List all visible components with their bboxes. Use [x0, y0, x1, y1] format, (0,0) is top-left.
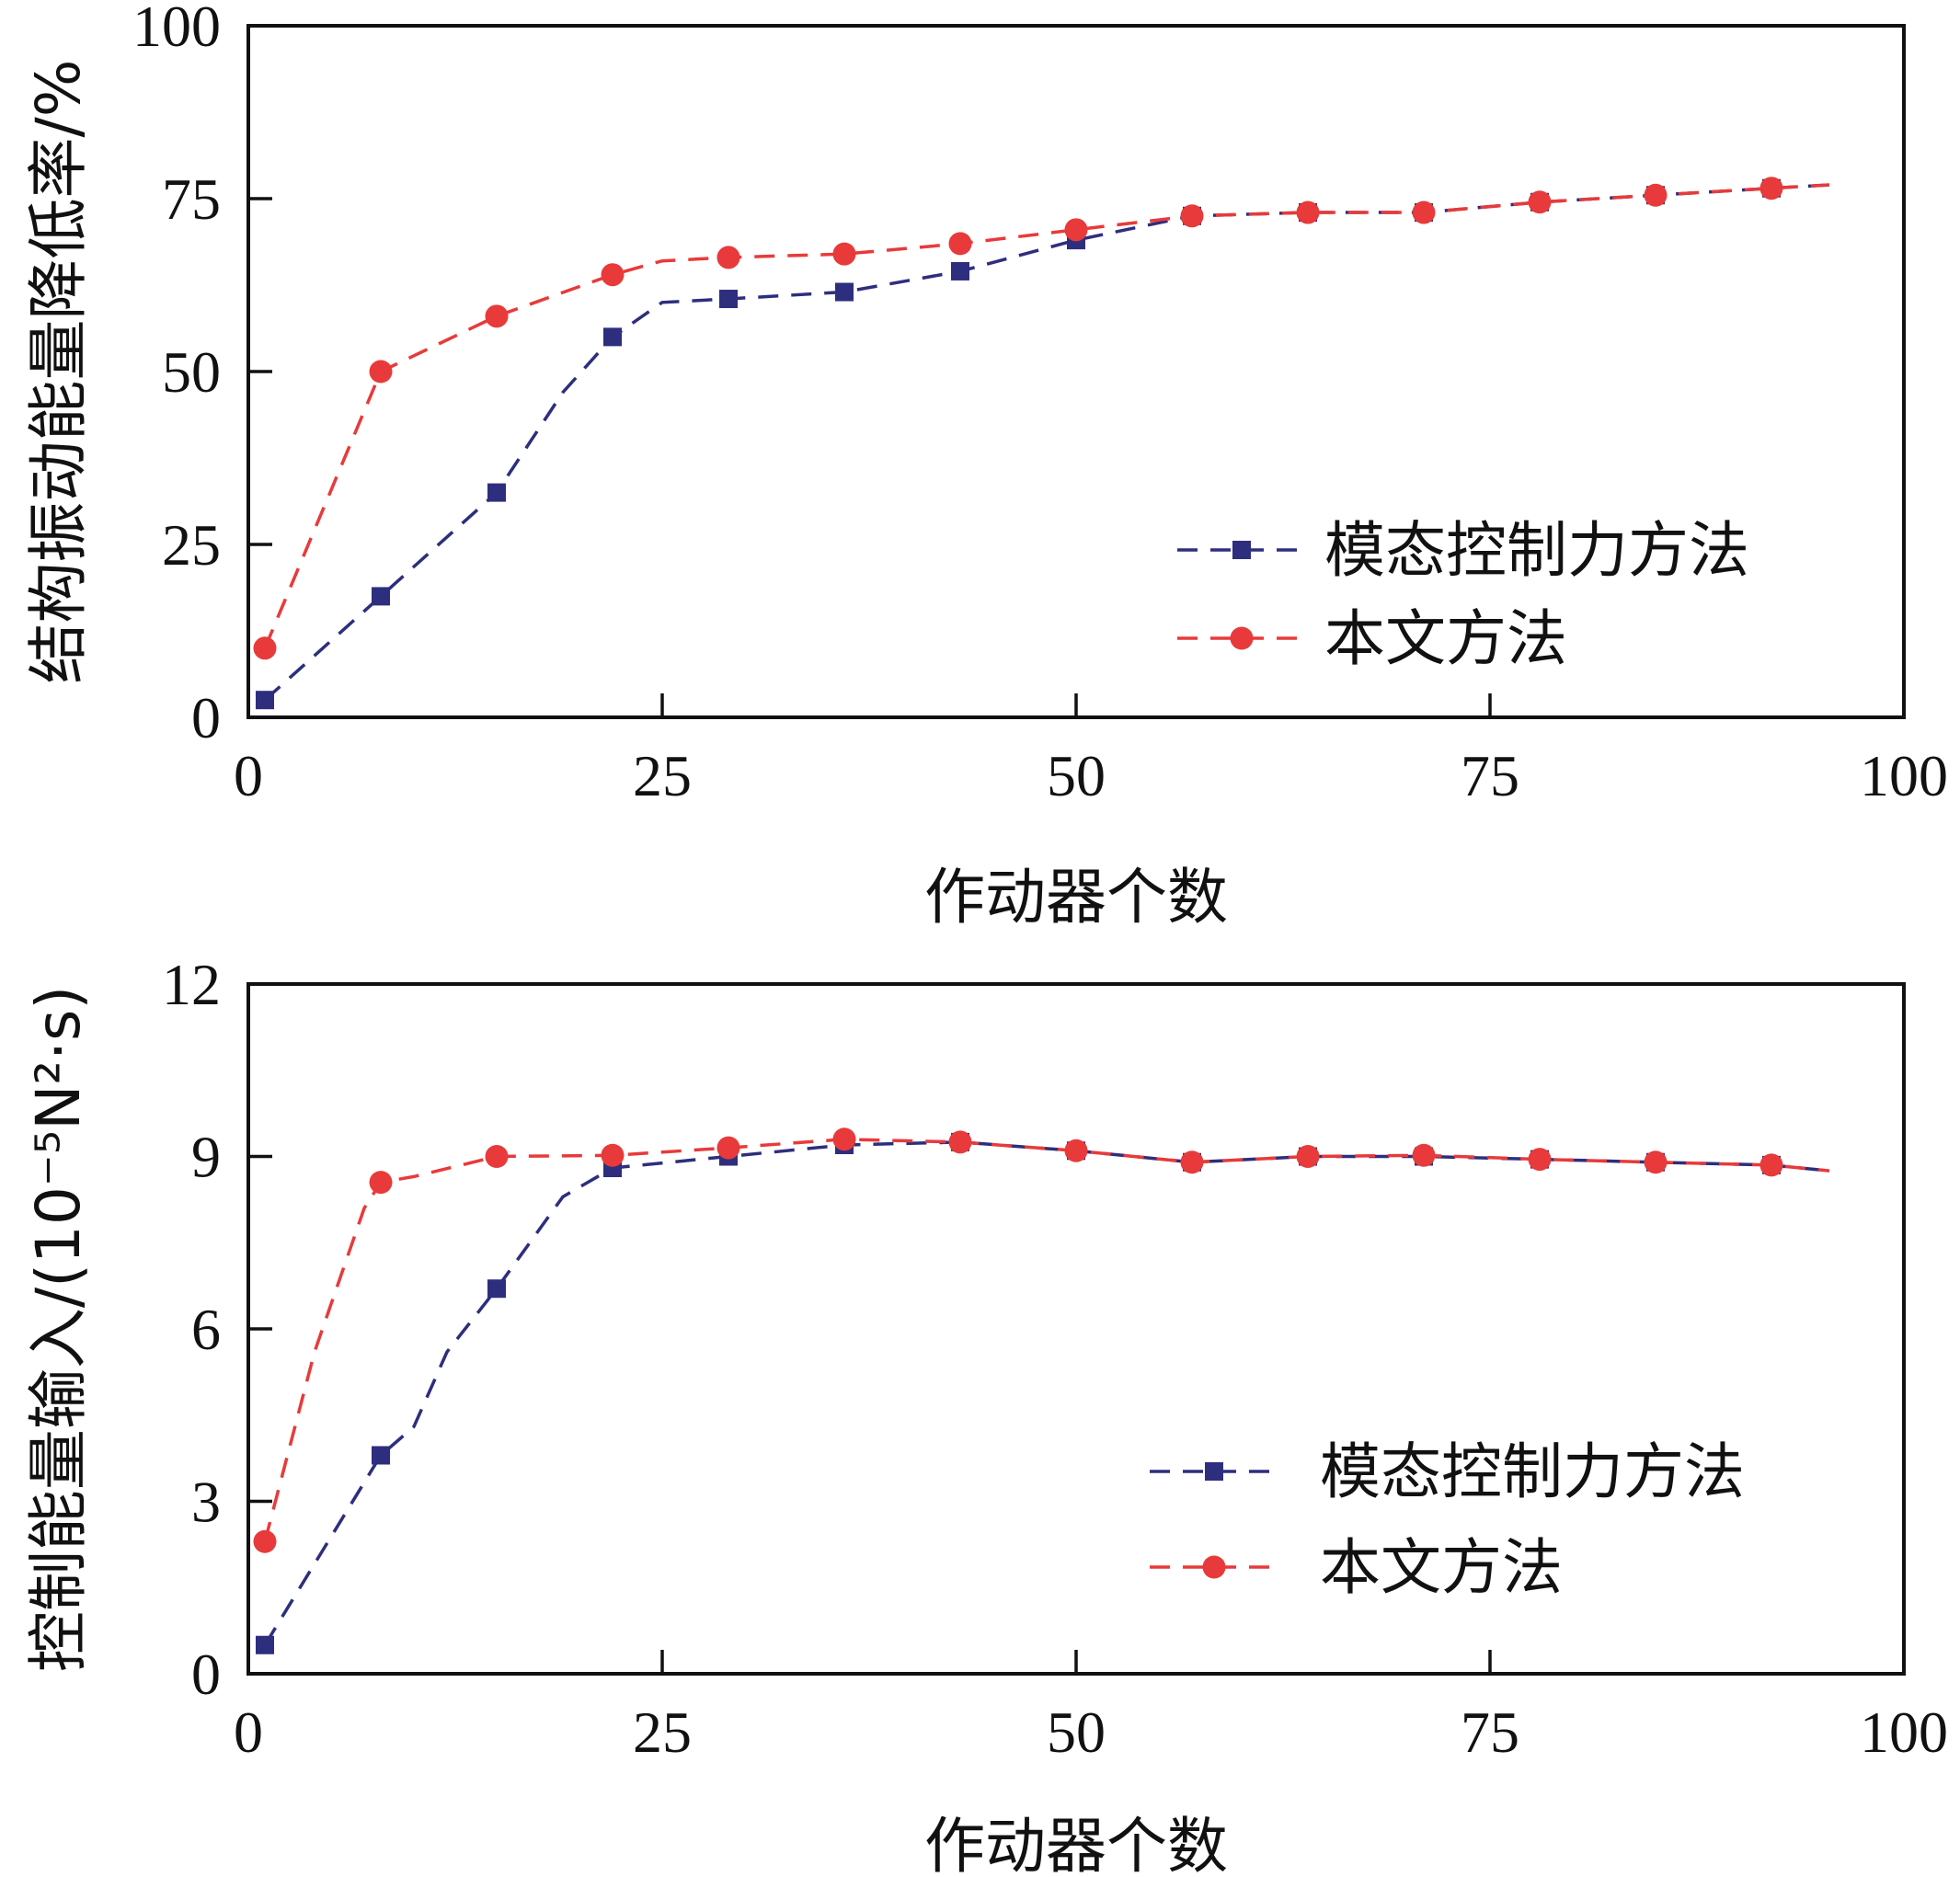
- series-2-point: [1296, 200, 1320, 224]
- legend-swatch-marker: [1230, 626, 1254, 650]
- series-2-point: [1296, 1145, 1320, 1168]
- y-tick-label: 12: [162, 952, 221, 1017]
- series-1-point: [372, 587, 390, 606]
- y-tick-label: 3: [191, 1470, 221, 1535]
- series-2-point: [1759, 177, 1783, 200]
- x-tick-label: 100: [1860, 1700, 1948, 1765]
- series-2-point: [601, 1143, 625, 1167]
- plot-frame: [246, 982, 1906, 1676]
- legend-swatch-marker: [1205, 1462, 1223, 1481]
- series-1-point: [487, 1279, 506, 1299]
- series-1-point: [487, 483, 506, 502]
- x-tick-label: 100: [1860, 743, 1948, 808]
- y-tick-label: 6: [191, 1297, 221, 1362]
- series-2-point: [1180, 204, 1204, 228]
- series-1-point: [372, 1446, 390, 1465]
- legend-entry-1: 模态控制力方法: [1177, 515, 1749, 586]
- series-2-point: [1412, 200, 1436, 224]
- series-2-point: [1180, 1150, 1204, 1174]
- y-tick-label: 25: [162, 512, 221, 578]
- x-tick-label: 0: [234, 743, 263, 808]
- series-2-point: [1528, 190, 1552, 214]
- legend-entry-2: 本文方法: [1150, 1532, 1563, 1603]
- legend-entry-2: 本文方法: [1177, 603, 1567, 674]
- series-2-point: [1064, 1139, 1088, 1162]
- legend-label: 模态控制力方法: [1320, 1436, 1745, 1507]
- series-2-point: [253, 1529, 277, 1553]
- series-2-point: [253, 636, 277, 660]
- x-tick-label: 0: [234, 1700, 263, 1765]
- series-1-point: [951, 261, 969, 280]
- y-axis-title: 结构振动能量降低率/%: [23, 60, 94, 684]
- series-2-point: [1644, 183, 1668, 207]
- series-1-point: [256, 691, 274, 710]
- series-2-point: [716, 246, 740, 269]
- series-2-point: [601, 263, 625, 287]
- y-tick-label: 100: [132, 0, 221, 59]
- series-2-point: [1759, 1153, 1783, 1177]
- series-1-point: [256, 1635, 274, 1654]
- y-tick-label: 0: [191, 1642, 221, 1707]
- series-2-point: [369, 360, 393, 383]
- series-2-point: [485, 1145, 509, 1168]
- y-tick-label: 0: [191, 685, 221, 750]
- series-2-point: [1528, 1148, 1552, 1172]
- legend-swatch-marker: [1232, 541, 1251, 559]
- legend-entry-1: 模态控制力方法: [1150, 1436, 1745, 1507]
- y-tick-label: 50: [162, 339, 221, 405]
- series-2-point: [485, 304, 509, 328]
- chart-panel-1: 0 25 50 75 100 0 25 50 75 100 作动器个数 结构振动能量降低率/% 模态控制…: [23, 0, 1948, 933]
- x-tick-label: 25: [633, 1700, 692, 1765]
- legend-label: 模态控制力方法: [1324, 515, 1749, 586]
- series-2-point: [1412, 1143, 1436, 1167]
- x-tick-label: 50: [1047, 1700, 1106, 1765]
- series-2-point: [369, 1171, 393, 1195]
- series-1-point: [719, 290, 738, 309]
- series-line-2: [263, 183, 1830, 649]
- series-2-point: [948, 1130, 972, 1154]
- x-tick-label: 50: [1047, 743, 1106, 808]
- series-2-point: [1644, 1150, 1668, 1174]
- legend-swatch-marker: [1202, 1555, 1226, 1579]
- chart-panel-2: 0 25 50 75 100 0 3 6 9 12 作动器个数 控制能量输入/(10⁻⁵N²·s) 模态…: [23, 952, 1948, 1877]
- series-2-point: [948, 232, 972, 256]
- legend-label: 本文方法: [1324, 603, 1567, 674]
- legend-label: 本文方法: [1320, 1532, 1563, 1603]
- series-2-point: [832, 242, 856, 266]
- series-2-point: [716, 1136, 740, 1160]
- series-2-point: [832, 1127, 856, 1151]
- x-axis-title: 作动器个数: [924, 862, 1228, 933]
- series-1-point: [603, 327, 622, 347]
- x-tick-label: 75: [1461, 743, 1519, 808]
- series-line-1: [263, 1140, 1830, 1646]
- y-tick-label: 75: [162, 166, 221, 232]
- series-1-point: [835, 282, 854, 302]
- plot-frame: [246, 24, 1906, 719]
- y-axis-title: 控制能量输入/(10⁻⁵N²·s): [23, 986, 94, 1672]
- y-tick-label: 9: [191, 1125, 221, 1190]
- x-axis-title: 作动器个数: [924, 1811, 1228, 1877]
- x-tick-label: 25: [633, 743, 692, 808]
- series-line-1: [263, 183, 1830, 702]
- series-2-point: [1064, 218, 1088, 242]
- x-tick-label: 75: [1461, 1700, 1519, 1765]
